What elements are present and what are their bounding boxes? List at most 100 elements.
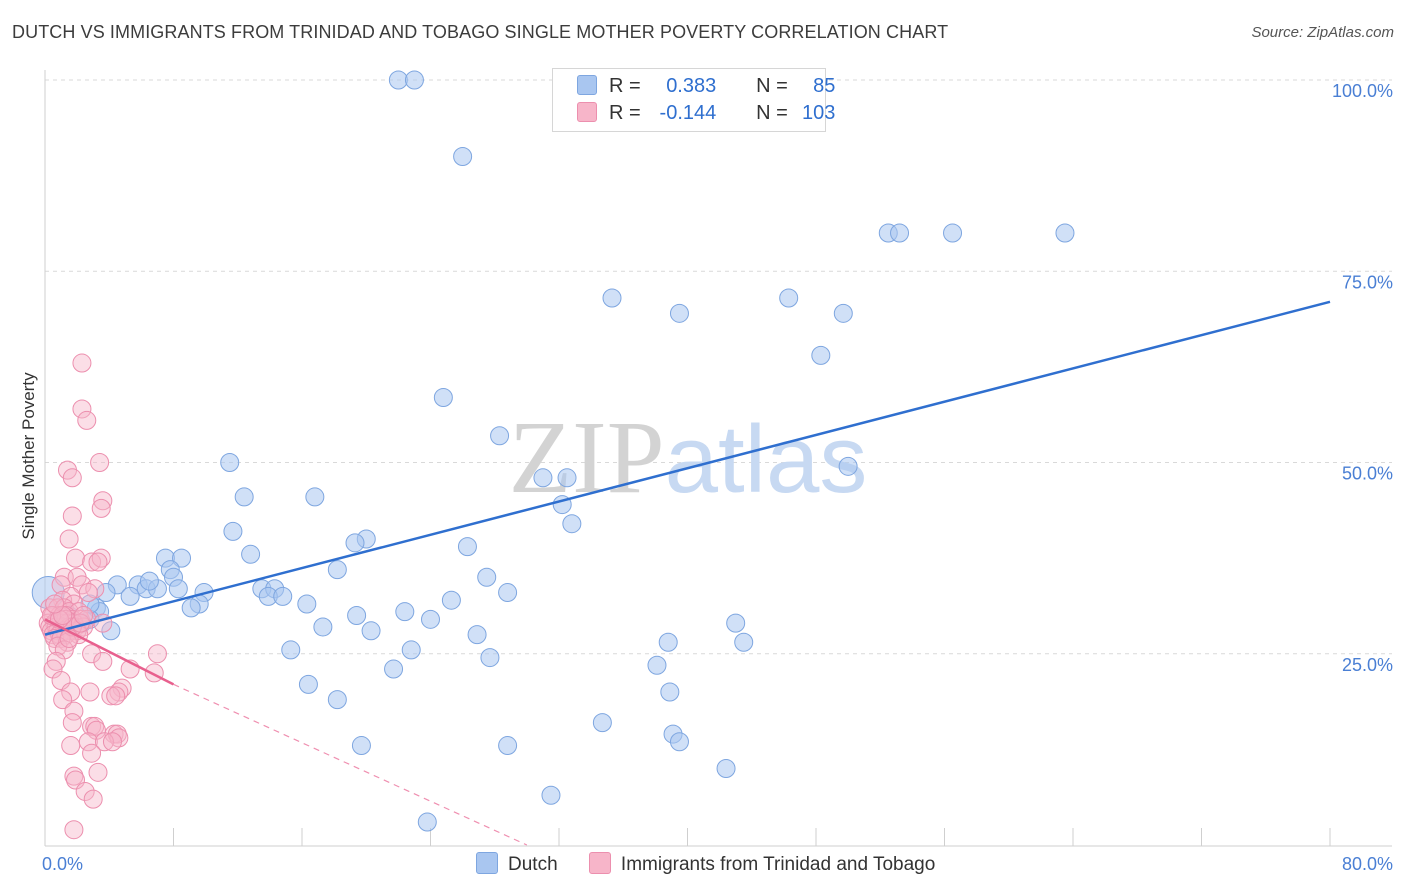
dutch-swatch: [577, 75, 597, 95]
dutch-point: [417, 812, 437, 832]
dutch-point: [592, 713, 612, 733]
trinidad-point: [62, 506, 82, 526]
r-label: R =: [609, 75, 641, 97]
dutch-point: [647, 655, 667, 675]
dutch-point: [220, 453, 240, 472]
trend-lines: [44, 300, 1331, 846]
trinidad-point: [82, 644, 102, 664]
dutch-point: [297, 594, 317, 614]
trinidad-point: [112, 678, 132, 698]
dutch-point: [234, 487, 254, 507]
y-tick-label: 25.0%: [1342, 655, 1393, 675]
dutch-point: [401, 640, 421, 660]
x-tick-label: 0.0%: [42, 854, 83, 874]
trinidad-point: [43, 659, 63, 679]
dutch-point: [669, 732, 689, 752]
trinidad-point: [72, 353, 92, 373]
dutch-point: [467, 625, 487, 645]
trinidad-point: [54, 640, 74, 660]
chart-title: DUTCH VS IMMIGRANTS FROM TRINIDAD AND TO…: [12, 22, 949, 42]
dutch-point: [101, 621, 121, 641]
dutch-point: [31, 576, 65, 610]
dutch-point: [181, 598, 201, 618]
dutch-point: [660, 682, 680, 702]
trinidad-point: [82, 743, 102, 763]
legend-row-trinidad: R = -0.144 N = 103: [577, 102, 835, 126]
trinidad-point: [90, 453, 110, 472]
trinidad-point: [62, 713, 82, 733]
dutch-swatch: [476, 852, 498, 874]
dutch-point: [716, 759, 736, 778]
watermark: ZIPatlas: [509, 400, 868, 515]
stats-legend: R = 0.383 N = 85 R = -0.144 N = 103: [552, 68, 835, 132]
n-label: N =: [756, 102, 788, 124]
legend-item-trinidad: Immigrants from Trinidad and Tobago: [588, 852, 936, 876]
dutch-point: [943, 223, 963, 243]
series-legend: Dutch Immigrants from Trinidad and Tobag…: [476, 852, 961, 876]
dutch-point: [480, 648, 500, 668]
dutch-point: [395, 602, 415, 622]
dutch-point: [890, 223, 910, 243]
trinidad-point: [53, 606, 73, 625]
trinidad-trend-line: [44, 618, 175, 686]
trinidad-point: [83, 789, 103, 809]
dutch-point: [734, 632, 754, 652]
legend-label: Immigrants from Trinidad and Tobago: [620, 854, 936, 875]
trinidad-point: [101, 686, 121, 706]
dutch-point: [1055, 223, 1075, 243]
trinidad-point: [53, 690, 73, 710]
trinidad-point: [72, 399, 92, 419]
trinidad-point: [82, 552, 102, 572]
trinidad-point: [147, 644, 167, 664]
dutch-point: [120, 586, 140, 606]
trinidad-point: [77, 410, 97, 430]
trinidad-point: [46, 651, 66, 671]
dutch-point: [562, 514, 582, 534]
dutch-point: [172, 548, 192, 568]
y-tick-label: 75.0%: [1342, 272, 1393, 292]
trinidad-point: [93, 491, 113, 511]
dutch-point: [168, 579, 188, 599]
dutch-point: [433, 387, 453, 407]
dutch-points: [31, 70, 1075, 832]
dutch-point: [347, 606, 367, 625]
dutch-point: [305, 487, 325, 507]
trinidad-point: [88, 762, 108, 782]
dutch-point: [441, 590, 461, 610]
trinidad-point: [61, 736, 81, 756]
dutch-point: [498, 736, 518, 756]
dutch-point: [273, 586, 293, 606]
dutch-point: [421, 609, 440, 629]
trinidad-point: [78, 583, 98, 603]
trinidad-point: [64, 820, 84, 840]
axes: [44, 70, 1392, 847]
y-tick-label: 50.0%: [1342, 464, 1393, 484]
trinidad-point: [72, 575, 92, 595]
dutch-point: [557, 468, 577, 488]
dutch-point: [490, 426, 510, 446]
dutch-point: [223, 521, 243, 541]
trinidad-point: [91, 548, 111, 568]
dutch-point: [533, 468, 553, 488]
trinidad-point: [91, 498, 111, 518]
legend-label: Dutch: [508, 854, 558, 875]
source-label: Source: ZipAtlas.com: [1251, 24, 1394, 41]
dutch-point: [833, 303, 853, 323]
dutch-point: [541, 785, 561, 805]
tick-labels: 100.0% 75.0% 50.0% 25.0% 0.0% 80.0%: [42, 81, 1393, 874]
dutch-point: [345, 533, 365, 553]
dutch-point: [811, 345, 831, 365]
dutch-point: [241, 544, 261, 564]
n-value: 103: [802, 102, 836, 124]
r-value: -0.144: [659, 102, 717, 124]
trinidad-point: [88, 552, 108, 572]
dutch-point: [726, 613, 746, 633]
trinidad-trend-extension: [173, 683, 528, 846]
gridlines: [45, 79, 1392, 655]
dutch-point: [313, 617, 333, 637]
dutch-point: [327, 560, 347, 580]
trinidad-point: [94, 732, 114, 752]
trinidad-point: [45, 594, 65, 614]
r-value: 0.383: [666, 75, 717, 97]
